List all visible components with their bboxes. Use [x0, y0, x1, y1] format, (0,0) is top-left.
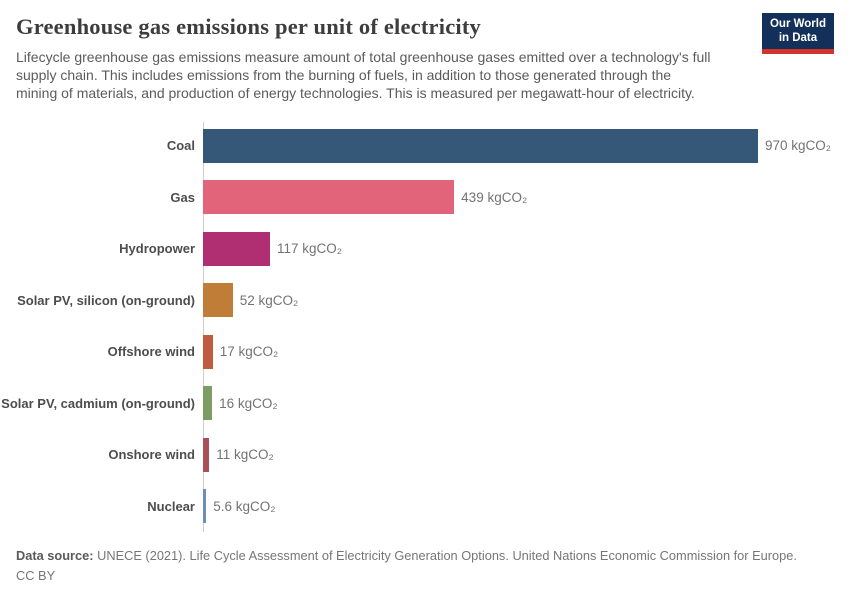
bar-area: 117 kgCO₂ — [195, 231, 850, 266]
chart-footer: Data source: UNECE (2021). Life Cycle As… — [16, 546, 834, 586]
data-source-line: Data source: UNECE (2021). Life Cycle As… — [16, 546, 834, 566]
bar-area: 52 kgCO₂ — [195, 283, 850, 318]
bar-category-label: Gas — [170, 189, 195, 205]
bar-category-label: Offshore wind — [107, 344, 195, 360]
bar-chart: Coal 970 kgCO₂ Gas 439 kgCO₂ Hydropower … — [0, 120, 850, 532]
bar-row: Coal 970 kgCO₂ — [0, 120, 850, 172]
data-source-label: Data source: — [16, 548, 94, 563]
chart-subtitle: Lifecycle greenhouse gas emissions measu… — [16, 49, 764, 103]
bar-area: 970 kgCO₂ — [195, 128, 850, 163]
bar-row: Hydropower 117 kgCO₂ — [0, 223, 850, 275]
bar-row: Gas 439 kgCO₂ — [0, 172, 850, 224]
bar-value-label: 5.6 kgCO₂ — [213, 498, 276, 514]
bar-rows: Coal 970 kgCO₂ Gas 439 kgCO₂ Hydropower … — [0, 120, 850, 532]
bar[interactable] — [203, 128, 758, 163]
bar-category-label: Solar PV, silicon (on-ground) — [17, 292, 195, 308]
bar-row: Onshore wind 11 kgCO₂ — [0, 429, 850, 481]
bar-row: Solar PV, cadmium (on-ground) 16 kgCO₂ — [0, 378, 850, 430]
data-source-text: UNECE (2021). Life Cycle Assessment of E… — [93, 548, 797, 563]
bar-category-label: Coal — [166, 138, 195, 154]
page-title: Greenhouse gas emissions per unit of ele… — [16, 14, 481, 39]
bar[interactable] — [203, 386, 213, 421]
bar[interactable] — [203, 283, 233, 318]
bar-category-label: Onshore wind — [108, 447, 195, 463]
bar-row: Offshore wind 17 kgCO₂ — [0, 326, 850, 378]
bar[interactable] — [203, 437, 210, 472]
bar-area: 16 kgCO₂ — [195, 386, 850, 421]
subtitle-line: supply chain. This includes emissions fr… — [16, 66, 672, 83]
bar[interactable] — [203, 334, 213, 369]
bar-value-label: 11 kgCO₂ — [216, 447, 274, 463]
license-text: CC BY — [16, 567, 56, 583]
subtitle-line: Lifecycle greenhouse gas emissions measu… — [16, 49, 711, 65]
bar-row: Nuclear 5.6 kgCO₂ — [0, 481, 850, 533]
owid-logo-line2: in Data — [778, 31, 818, 44]
bar[interactable] — [203, 489, 207, 524]
bar-area: 11 kgCO₂ — [195, 437, 850, 472]
bar-value-label: 16 kgCO₂ — [219, 395, 278, 411]
bar-area: 439 kgCO₂ — [195, 180, 850, 215]
bar-value-label: 970 kgCO₂ — [765, 138, 832, 154]
chart-header: Greenhouse gas emissions per unit of ele… — [16, 0, 834, 103]
subtitle-line: mining of materials, and production of e… — [16, 84, 695, 101]
bar-row: Solar PV, silicon (on-ground) 52 kgCO₂ — [0, 275, 850, 327]
bar-category-label: Hydropower — [119, 241, 195, 257]
bar-value-label: 52 kgCO₂ — [239, 292, 299, 308]
y-axis-line — [203, 122, 204, 532]
bar-value-label: 117 kgCO₂ — [276, 241, 342, 257]
bar-value-label: 439 kgCO₂ — [461, 189, 528, 205]
owid-logo[interactable]: Our World in Data — [761, 13, 834, 55]
bar-area: 17 kgCO₂ — [195, 334, 850, 369]
bar-category-label: Nuclear — [147, 498, 195, 514]
bar-value-label: 17 kgCO₂ — [219, 344, 279, 360]
bar[interactable] — [203, 180, 455, 215]
bar-area: 5.6 kgCO₂ — [195, 489, 850, 524]
owid-logo-line1: Our World — [769, 18, 826, 30]
bar-category-label: Solar PV, cadmium (on-ground) — [1, 395, 195, 411]
bar[interactable] — [203, 231, 270, 266]
